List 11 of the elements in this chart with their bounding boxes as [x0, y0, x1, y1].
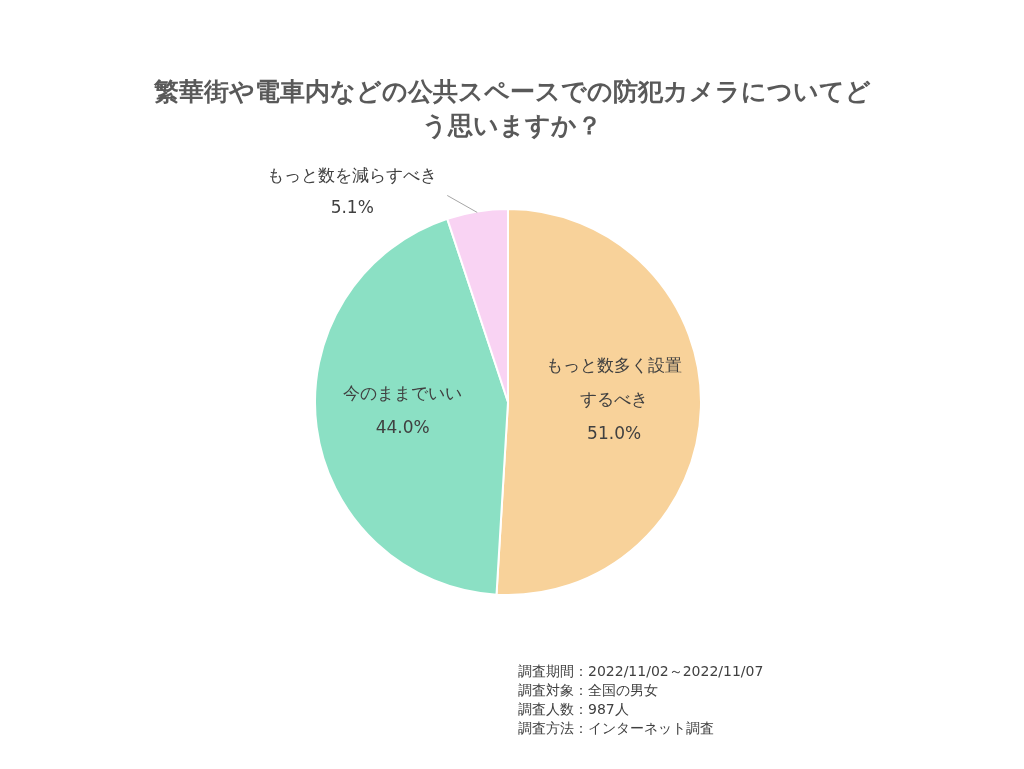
text: 調査対象：全国の男女	[518, 682, 658, 698]
text: 調査期間：2022/11/02～2022/11/07	[518, 663, 764, 679]
chart-title: 繁華街や電車内などの公共スペースでの防犯カメラについてどう思いますか？	[152, 77, 871, 140]
text: 調査人数：987人	[518, 701, 629, 717]
data-label: 5.1%	[330, 197, 374, 218]
data-label: 51.0%	[587, 423, 642, 444]
slice-label: もっと数多く設置するべき	[546, 355, 683, 410]
slice-label: 今のままでいい	[343, 382, 463, 403]
slice-label: もっと数を減らすべき	[267, 165, 438, 186]
text: 調査方法：インターネット調査	[518, 720, 714, 736]
data-label: 44.0%	[375, 416, 430, 437]
